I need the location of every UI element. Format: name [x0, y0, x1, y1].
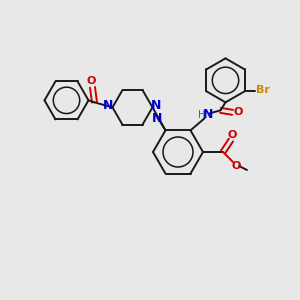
Text: O: O [227, 130, 237, 140]
Text: H: H [198, 110, 205, 120]
Text: O: O [87, 76, 96, 86]
Text: O: O [231, 161, 241, 171]
Text: N: N [151, 99, 162, 112]
Text: N: N [152, 112, 163, 125]
Text: Br: Br [256, 85, 269, 95]
Text: O: O [234, 107, 243, 117]
Text: N: N [203, 108, 214, 121]
Text: N: N [103, 99, 114, 112]
